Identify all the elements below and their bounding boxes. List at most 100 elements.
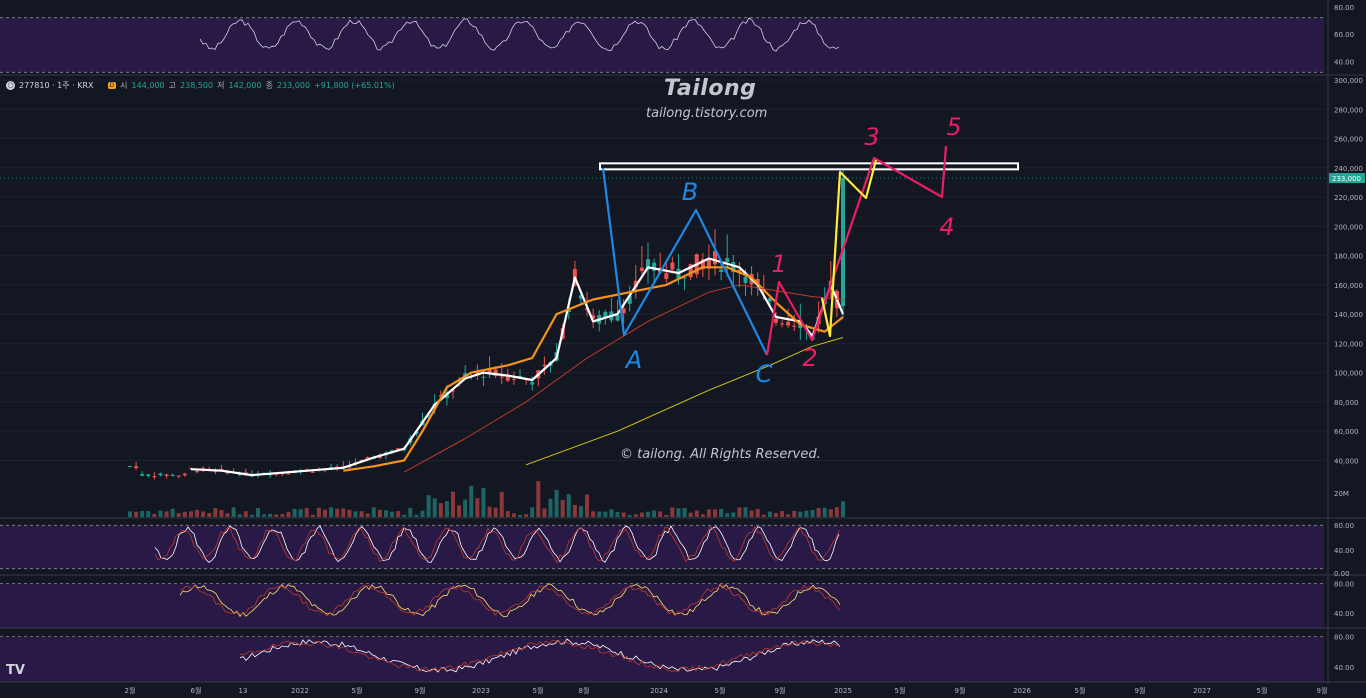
candle-body bbox=[767, 297, 772, 302]
wave-label-c: C bbox=[756, 360, 773, 388]
candle-body bbox=[463, 373, 468, 377]
candle-body bbox=[505, 375, 510, 381]
volume-bar bbox=[207, 513, 212, 517]
candle-body bbox=[664, 273, 669, 279]
oscillator-3-signal bbox=[239, 639, 841, 673]
volume-bar bbox=[213, 508, 218, 517]
volume-bar bbox=[530, 507, 535, 517]
candle-body bbox=[615, 314, 620, 321]
osc-axis-tick: 80.00 bbox=[1334, 634, 1354, 642]
candle-body bbox=[773, 319, 778, 323]
candle-body bbox=[310, 471, 315, 473]
volume-bar bbox=[615, 511, 620, 517]
volume-bar bbox=[316, 507, 321, 517]
volume-bar bbox=[828, 509, 833, 517]
time-axis-tick: 2023 bbox=[472, 687, 490, 695]
time-axis-tick: 5월 bbox=[1075, 686, 1086, 695]
volume-bar bbox=[773, 513, 778, 517]
candle-body bbox=[688, 264, 693, 278]
volume-bar bbox=[237, 514, 242, 517]
osc-axis-tick: 40.00 bbox=[1334, 610, 1354, 618]
volume-bar bbox=[505, 511, 510, 517]
volume-bar bbox=[725, 513, 730, 517]
osc-axis-tick: 60.00 bbox=[1334, 31, 1354, 39]
volume-bar bbox=[633, 514, 638, 517]
volume-bar bbox=[737, 507, 742, 517]
moving-average-yellow bbox=[525, 337, 844, 466]
volume-bar bbox=[749, 510, 754, 517]
volume-bar bbox=[323, 509, 328, 517]
volume-bar bbox=[566, 494, 571, 517]
price-axis-tick: 40,000 bbox=[1334, 457, 1359, 465]
candle-body bbox=[725, 258, 730, 263]
change-value: +91,800 (+65.01%) bbox=[314, 81, 395, 90]
volume-bar bbox=[176, 513, 181, 517]
price-axis-tick: 60,000 bbox=[1334, 428, 1359, 436]
volume-bar bbox=[518, 514, 523, 517]
open-value: 144,000 bbox=[131, 81, 165, 90]
volume-bar bbox=[420, 510, 425, 517]
wave-label-3: 3 bbox=[864, 123, 879, 151]
volume-bar bbox=[158, 510, 163, 517]
grid-lines bbox=[0, 79, 1328, 461]
candle-body bbox=[365, 457, 370, 459]
osc-axis-tick: 40.00 bbox=[1334, 664, 1354, 672]
candle-body bbox=[841, 178, 845, 307]
volume-bar bbox=[280, 513, 285, 517]
price-axis: 80.00 60.00 40.00 20M 80.00 40.00 0.00 80.00 40.… bbox=[1329, 4, 1365, 672]
osc-axis-tick: 0.00 bbox=[1334, 570, 1350, 578]
symbol-legend[interactable]: ○ 277810 · 1주 · KRX D 시 144,000 고 238,500 … bbox=[6, 80, 395, 91]
wave-label-5: 5 bbox=[946, 113, 961, 141]
volume-bar bbox=[463, 499, 468, 517]
volume-bar bbox=[255, 508, 260, 517]
candle-body bbox=[731, 262, 736, 273]
volume-bar bbox=[548, 498, 553, 517]
osc-axis-tick: 80.00 bbox=[1334, 522, 1354, 530]
time-axis-tick: 2월 bbox=[125, 686, 136, 695]
candle-body bbox=[713, 250, 718, 265]
volume-bar bbox=[365, 513, 370, 517]
time-axis-tick: 9월 bbox=[1317, 686, 1328, 695]
candle-body bbox=[591, 315, 596, 319]
volume-bar bbox=[347, 509, 352, 517]
volume-bar bbox=[298, 509, 303, 517]
candle-body bbox=[487, 368, 492, 374]
volume-bar bbox=[304, 507, 309, 517]
tradingview-logo: TV bbox=[6, 663, 25, 678]
price-candles bbox=[128, 169, 845, 480]
wave-label-1: 1 bbox=[771, 250, 786, 278]
candle-body bbox=[195, 471, 200, 473]
volume-bar bbox=[146, 511, 151, 517]
volume-bar bbox=[810, 509, 815, 517]
volume-bar bbox=[469, 485, 474, 517]
volume-bar bbox=[542, 508, 547, 517]
high-label: 고 bbox=[168, 81, 177, 90]
volume-bar bbox=[609, 509, 614, 517]
oscillator-2-signal bbox=[179, 584, 841, 617]
candle-body bbox=[170, 474, 175, 477]
candle-body bbox=[499, 376, 504, 378]
volume-bar bbox=[225, 513, 230, 517]
osc-axis-tick: 40.00 bbox=[1334, 58, 1354, 66]
volume-bar bbox=[536, 481, 541, 517]
volume-bar bbox=[603, 511, 608, 517]
candle-body bbox=[396, 448, 401, 451]
volume-bar bbox=[786, 514, 791, 517]
wave-label-2: 2 bbox=[802, 344, 817, 372]
volume-bar bbox=[457, 505, 462, 517]
volume-bar bbox=[767, 511, 772, 517]
volume-bar bbox=[700, 514, 705, 517]
volume-bar bbox=[755, 508, 760, 517]
volume-bar bbox=[761, 514, 766, 517]
price-axis-tick: 220,000 bbox=[1334, 194, 1363, 202]
volume-bar bbox=[706, 509, 711, 517]
volume-bar bbox=[426, 495, 431, 517]
candle-body bbox=[700, 259, 705, 270]
symbol-ticker[interactable]: 277810 · 1주 · KRX bbox=[19, 81, 94, 90]
time-axis-tick: 5월 bbox=[715, 686, 726, 695]
volume-bar bbox=[140, 511, 145, 517]
oscillator-1-signal bbox=[154, 525, 840, 564]
volume-bar bbox=[798, 511, 803, 517]
oscillator-2-line bbox=[179, 583, 841, 618]
